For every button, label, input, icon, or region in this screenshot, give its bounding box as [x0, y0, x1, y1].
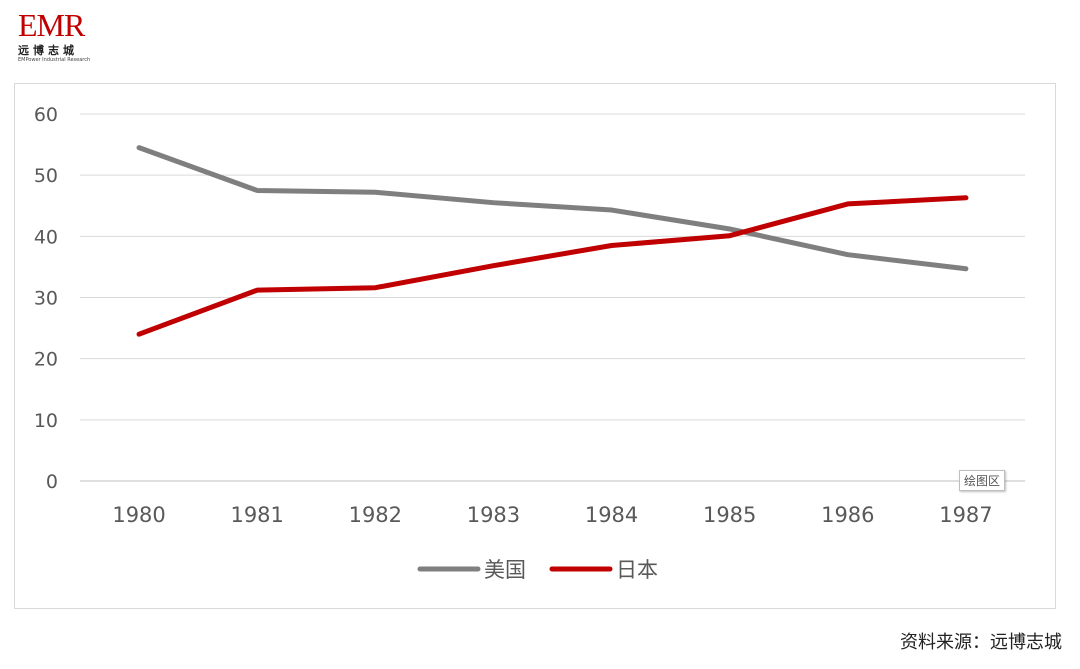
y-tick-label: 30	[34, 288, 58, 310]
y-tick-label: 50	[34, 165, 58, 187]
logo-name-cn: 远博志城	[18, 44, 78, 57]
source-note: 资料来源：远博志城	[900, 632, 1062, 653]
x-tick-label: 1983	[467, 503, 520, 527]
x-tick-label: 1981	[230, 503, 283, 527]
plot-area-badge: 绘图区	[959, 470, 1006, 491]
series-line-2	[136, 195, 969, 337]
x-tick-label: 1980	[112, 503, 165, 527]
x-tick-label: 1985	[703, 503, 756, 527]
logo-name-en: EMPower Industrial Research	[18, 57, 91, 63]
y-tick-label: 60	[34, 104, 58, 126]
logo-mark: EMR	[18, 7, 85, 43]
y-tick-label: 10	[34, 410, 58, 432]
y-tick-label: 40	[34, 226, 58, 248]
legend-label: 美国	[484, 558, 526, 582]
x-tick-label: 1986	[821, 503, 874, 527]
chart-frame	[14, 83, 1056, 609]
x-tick-label: 1987	[939, 503, 992, 527]
x-tick-label: 1982	[349, 503, 402, 527]
x-tick-label: 1984	[585, 503, 638, 527]
y-tick-label: 0	[46, 471, 58, 493]
legend-label: 日本	[616, 558, 658, 582]
series-line-1	[136, 145, 969, 272]
logo: EMR 远博志城 EMPower Industrial Research	[18, 8, 128, 66]
y-tick-label: 20	[34, 349, 58, 371]
